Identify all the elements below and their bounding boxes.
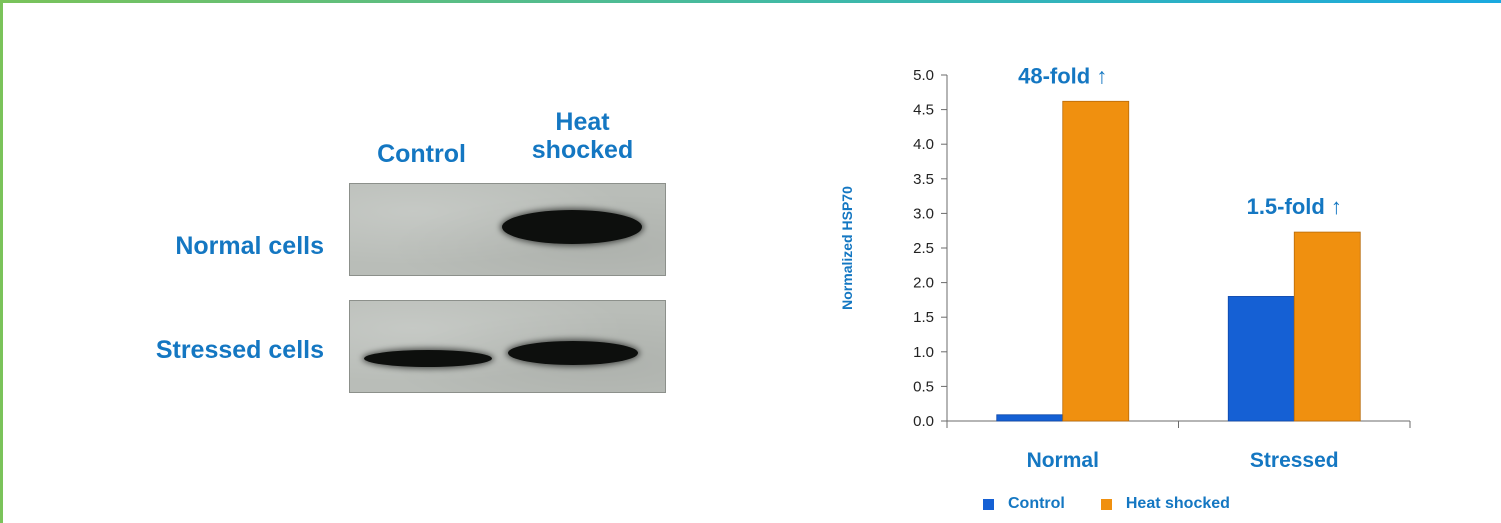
x-category-label-stressed: Stressed xyxy=(1250,449,1339,472)
lane-label-control: Control xyxy=(377,140,466,168)
blot-normal-cells xyxy=(349,183,666,276)
fold-change-annotation-stressed: 1.5-fold ↑ xyxy=(1247,194,1342,219)
bar-stressed-control xyxy=(1227,296,1295,422)
bar-normal-heat-shocked xyxy=(1062,100,1130,422)
lane-label-heat-shocked: Heat shocked xyxy=(531,108,634,164)
chart-legend: Control Heat shocked xyxy=(983,493,1266,515)
y-tick-label: 1.5 xyxy=(913,309,934,326)
y-tick-label: 3.0 xyxy=(913,205,934,222)
y-tick-label: 0.5 xyxy=(913,378,934,395)
y-tick-label: 0.0 xyxy=(913,413,934,430)
row-label-stressed-cells: Stressed cells xyxy=(155,336,324,364)
y-tick-label: 5.0 xyxy=(913,67,934,84)
y-axis-label: Normalized HSP70 xyxy=(839,186,855,310)
legend-label-control: Control xyxy=(1008,495,1065,512)
legend-item-heat-shocked: Heat shocked xyxy=(1100,495,1230,513)
y-tick-label: 3.5 xyxy=(913,171,934,188)
band-normal-heat-shocked xyxy=(502,210,642,244)
x-category-label-normal: Normal xyxy=(1027,449,1099,472)
legend-swatch-heat-shocked xyxy=(1100,498,1112,510)
band-stressed-heat-shocked xyxy=(508,341,638,365)
legend-label-heat-shocked: Heat shocked xyxy=(1125,495,1230,512)
y-tick-label: 4.0 xyxy=(913,136,934,153)
legend-swatch-control xyxy=(983,498,994,510)
y-tick-label: 1.0 xyxy=(913,344,934,361)
y-tick-label: 2.0 xyxy=(913,275,934,292)
legend-item-control: Control xyxy=(983,495,1065,513)
bar-stressed-heat-shocked xyxy=(1293,231,1361,422)
blot-stressed-cells xyxy=(349,300,666,393)
y-tick-label: 2.5 xyxy=(913,240,934,257)
fold-change-annotation-normal: 48-fold ↑ xyxy=(1018,63,1107,88)
row-label-normal-cells: Normal cells xyxy=(175,232,324,260)
frame-top-border xyxy=(0,0,1501,3)
band-stressed-control xyxy=(364,350,492,367)
y-tick-label: 4.5 xyxy=(913,102,934,119)
frame-left-border xyxy=(0,0,3,523)
bar-normal-control xyxy=(996,414,1064,422)
